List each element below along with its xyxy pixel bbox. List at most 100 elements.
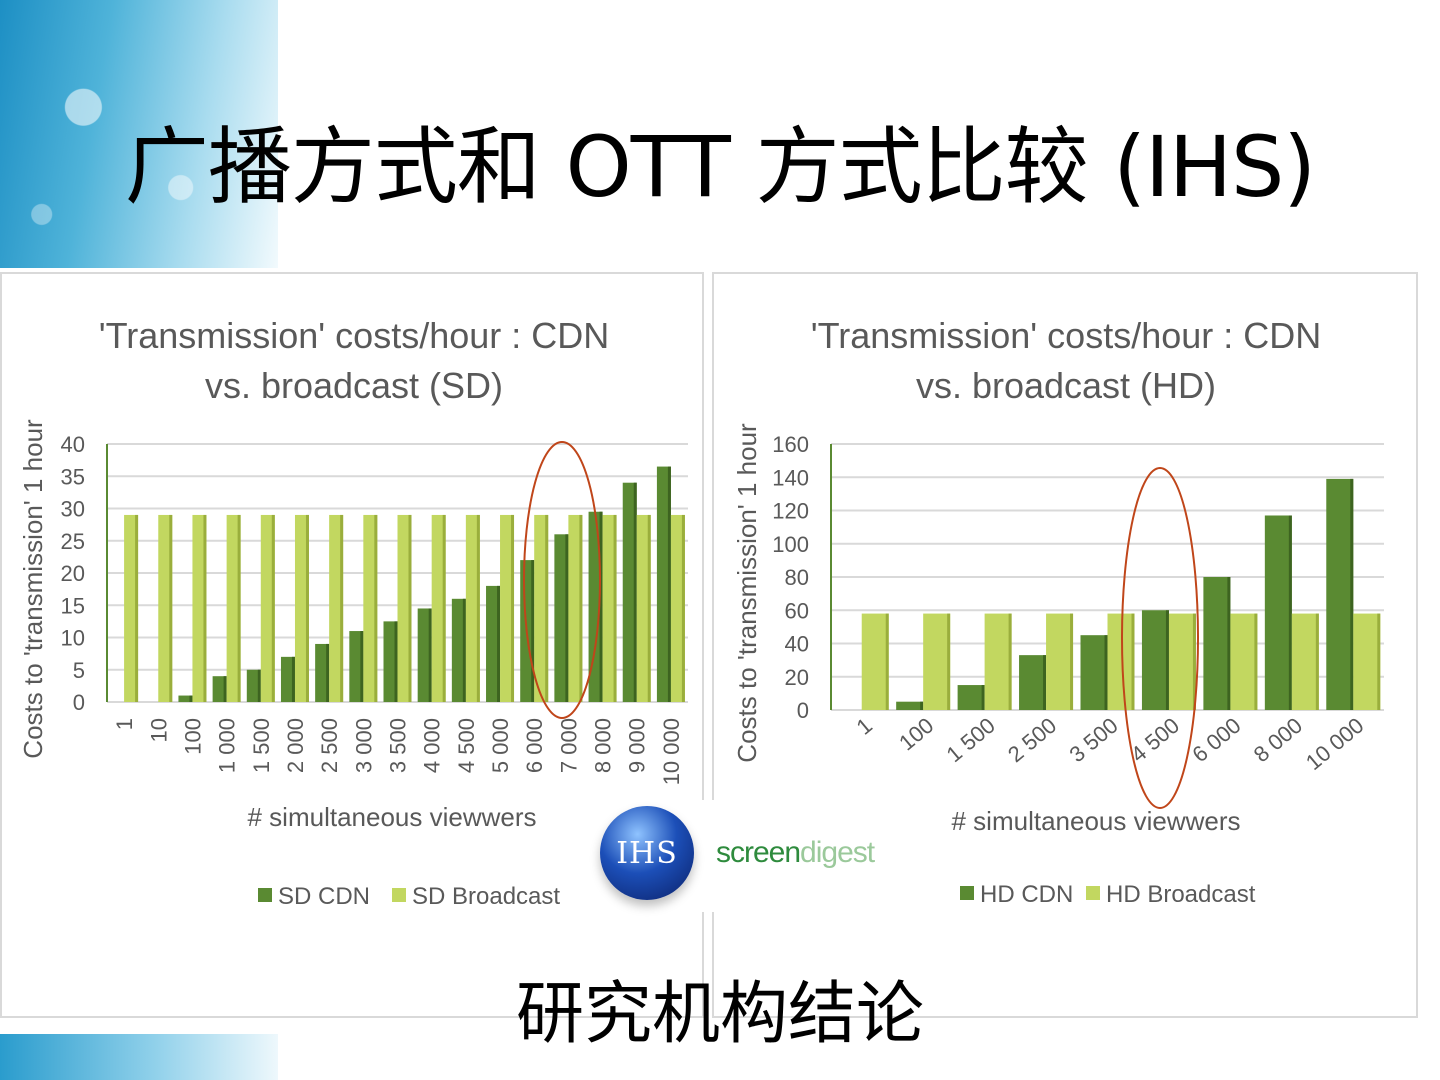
sd-bar-broadcast-shade	[305, 514, 309, 702]
sd-x-tick-label: 1 500	[249, 718, 274, 773]
decorative-background-bottom	[0, 1034, 278, 1080]
sd-bar-broadcast	[500, 514, 515, 702]
hd-x-axis-label: # simultaneous viewwers	[951, 806, 1240, 836]
hd-bar-cdn-shade	[1043, 655, 1047, 710]
ihs-logo: IHS	[600, 806, 694, 900]
hd-bar-broadcast-shade	[1192, 613, 1196, 710]
sd-bar-cdn-shade	[189, 695, 193, 702]
hd-bar-cdn	[1019, 655, 1047, 710]
sd-bar-cdn-shade	[394, 621, 398, 702]
sd-bar-broadcast-shade	[408, 514, 412, 702]
sd-bar-broadcast-shade	[135, 514, 139, 702]
sd-x-tick-label: 6 000	[522, 718, 547, 773]
sd-legend-label-broadcast: SD Broadcast	[412, 883, 560, 910]
sd-x-tick-label: 1 000	[215, 718, 240, 773]
sd-bar-cdn	[554, 534, 569, 702]
hd-bar-broadcast	[984, 613, 1012, 710]
sd-bar-cdn	[622, 482, 637, 702]
sd-x-tick-label: 5 000	[488, 718, 513, 773]
hd-bar-cdn-shade	[1165, 610, 1169, 710]
conclusion-text: 研究机构结论	[515, 975, 924, 1054]
sd-bar-cdn-shade	[633, 482, 637, 702]
sd-bar-broadcast	[431, 514, 446, 702]
sd-y-tick-label: 35	[61, 464, 85, 489]
sd-x-tick-label: 3 500	[386, 718, 411, 773]
sd-y-tick-label: 15	[61, 593, 85, 618]
sd-bar-broadcast-shade	[511, 514, 515, 702]
sd-x-tick-label: 7 000	[556, 718, 581, 773]
hd-legend-swatch-cdn	[960, 886, 974, 900]
chart-sd: 'Transmission' costs/hour : CDN vs. broad…	[18, 315, 688, 910]
sd-x-tick-label: 10 000	[659, 718, 684, 785]
hd-bar-broadcast-shade	[885, 613, 889, 710]
sd-bar-broadcast	[158, 514, 173, 702]
hd-x-tick-label: 3 500	[1064, 713, 1122, 768]
logo-block: IHS screendigest	[598, 800, 898, 912]
hd-y-tick-label: 60	[785, 598, 809, 623]
sd-chart-title-line: vs. broadcast (SD)	[205, 365, 503, 406]
sd-bar-broadcast	[329, 514, 344, 702]
ihs-logo-text: IHS	[616, 835, 678, 871]
hd-bar-broadcast	[1168, 613, 1196, 710]
sd-bar-cdn-shade	[257, 669, 261, 702]
hd-y-tick-label: 120	[772, 499, 809, 524]
sd-bar-cdn-shade	[223, 676, 227, 702]
sd-y-tick-label: 25	[61, 529, 85, 554]
sd-bar-broadcast-shade	[374, 514, 378, 702]
sd-y-tick-label: 5	[73, 658, 85, 683]
sd-bar-cdn	[451, 598, 466, 702]
sd-bar-cdn	[656, 466, 671, 702]
sd-bar-broadcast	[294, 514, 309, 702]
hd-x-tick-label: 8 000	[1249, 713, 1307, 768]
hd-y-axis-label: Costs to 'transmission' 1 hour	[732, 423, 762, 763]
sd-bar-broadcast	[260, 514, 275, 702]
hd-bar-cdn-shade	[1350, 478, 1354, 710]
sd-bar-cdn	[486, 585, 501, 702]
sd-y-tick-label: 40	[61, 432, 85, 457]
hd-bar-cdn	[1203, 577, 1231, 710]
decorative-background-top	[0, 0, 278, 268]
sd-bar-broadcast	[670, 514, 685, 702]
sd-bar-broadcast	[397, 514, 412, 702]
sd-x-tick-label: 10	[146, 718, 171, 742]
hd-x-tick-label: 4 500	[1126, 713, 1184, 768]
sd-bar-broadcast-shade	[271, 514, 275, 702]
screendigest-logo-part1: screen	[716, 836, 801, 869]
hd-bar-broadcast-shade	[1377, 613, 1381, 710]
sd-bar-broadcast-shade	[442, 514, 446, 702]
sd-bar-broadcast-shade	[237, 514, 241, 702]
sd-chart-title-line: 'Transmission' costs/hour : CDN	[99, 315, 610, 356]
chart-hd: 'Transmission' costs/hour : CDN vs. broad…	[732, 315, 1384, 908]
hd-bar-cdn-shade	[1104, 635, 1108, 710]
sd-x-tick-label: 8 000	[591, 718, 616, 773]
sd-bar-broadcast-shade	[169, 514, 173, 702]
hd-x-tick-label: 6 000	[1187, 713, 1245, 768]
sd-x-tick-label: 9 000	[625, 718, 650, 773]
sd-x-tick-label: 2 000	[283, 718, 308, 773]
sd-highlight-ellipse	[523, 441, 601, 719]
sd-bar-cdn-shade	[565, 534, 569, 702]
sd-bar-broadcast	[602, 514, 617, 702]
hd-y-tick-label: 100	[772, 532, 809, 557]
sd-x-tick-label: 100	[180, 718, 205, 755]
hd-bar-broadcast-shade	[1254, 613, 1258, 710]
sd-x-tick-label: 4 000	[420, 718, 445, 773]
hd-y-tick-label: 0	[797, 698, 809, 723]
sd-bar-cdn-shade	[291, 656, 295, 702]
sd-bar-cdn	[349, 631, 364, 702]
hd-bar-broadcast	[1230, 613, 1258, 710]
hd-bar-cdn	[1264, 515, 1292, 710]
hd-chart-title-line: 'Transmission' costs/hour : CDN	[811, 315, 1322, 356]
sd-bar-broadcast	[363, 514, 378, 702]
hd-bar-broadcast	[861, 613, 889, 710]
hd-y-tick-label: 40	[785, 632, 809, 657]
hd-bar-broadcast-shade	[1008, 613, 1012, 710]
sd-bar-cdn-shade	[462, 598, 466, 702]
sd-bar-broadcast	[534, 514, 549, 702]
sd-bar-cdn-shade	[428, 608, 432, 702]
sd-y-tick-label: 10	[61, 626, 85, 651]
sd-y-tick-label: 20	[61, 561, 85, 586]
hd-bar-broadcast	[1046, 613, 1074, 710]
sd-y-tick-label: 0	[73, 690, 85, 715]
sd-bar-cdn	[280, 656, 295, 702]
